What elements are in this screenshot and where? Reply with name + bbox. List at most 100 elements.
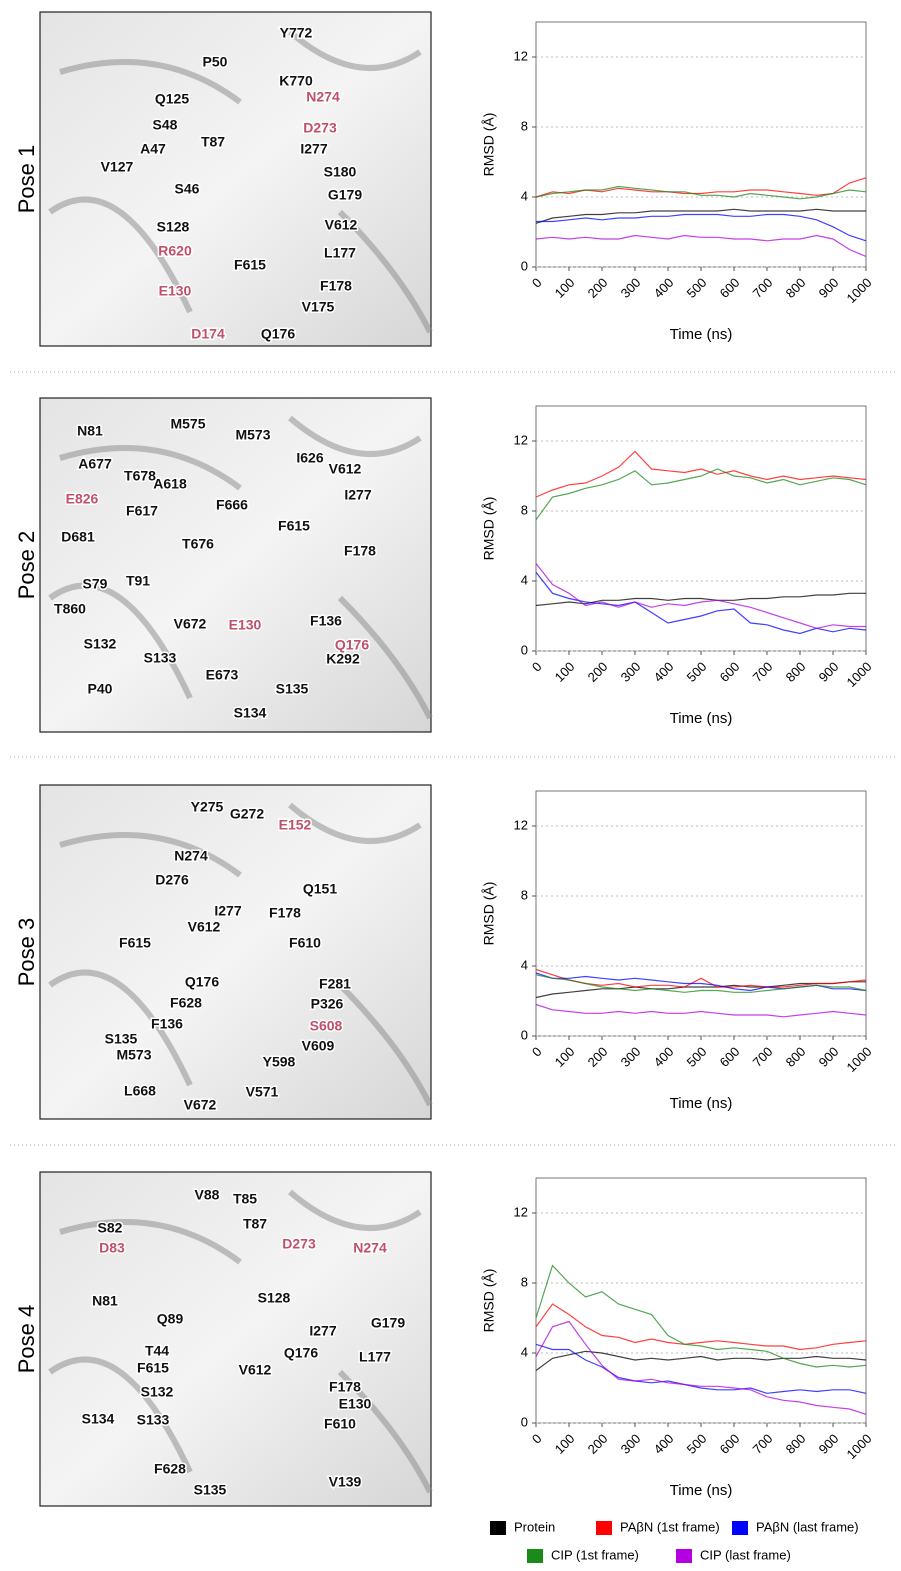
- rmsd-line: [535, 468, 867, 521]
- residue-label: F178: [329, 1379, 361, 1395]
- key-residue-label: N274: [353, 1240, 387, 1256]
- residue-label: F178: [320, 278, 352, 294]
- x-tick-label: 600: [717, 1044, 743, 1070]
- residue-label: F615: [278, 518, 310, 534]
- residue-label: L668: [124, 1083, 156, 1099]
- x-tick-label: 300: [618, 1431, 644, 1457]
- x-tick-label: 800: [783, 275, 809, 301]
- y-tick-label: 0: [521, 258, 528, 273]
- ribbon: [337, 982, 433, 1107]
- residue-label: Q176: [185, 974, 219, 990]
- residue-label: F178: [269, 905, 301, 921]
- x-tick-label: 200: [585, 275, 611, 301]
- residue-label: G272: [230, 806, 264, 822]
- key-residue-label: E152: [279, 817, 312, 833]
- x-tick-label: 700: [750, 275, 776, 301]
- key-residue-label: E130: [229, 617, 262, 633]
- residue-label: V612: [325, 217, 358, 233]
- residue-label: V571: [246, 1084, 279, 1100]
- rmsd-line: [535, 592, 866, 607]
- x-tick-label: 1000: [843, 659, 874, 690]
- residue-label: D276: [155, 872, 189, 888]
- residue-label: F136: [310, 613, 342, 629]
- residue-label: Q176: [284, 1345, 318, 1361]
- residue-label: T676: [182, 536, 214, 552]
- x-tick-label: 0: [529, 659, 545, 675]
- residue-label: Q89: [157, 1311, 184, 1327]
- structure-panel: [39, 397, 432, 733]
- residue-label: F617: [126, 503, 158, 519]
- y-tick-label: 8: [521, 887, 528, 902]
- ribbon: [337, 595, 433, 720]
- residue-label: S135: [194, 1482, 227, 1498]
- residue-label: Y598: [263, 1054, 296, 1070]
- y-tick-label: 12: [514, 48, 528, 63]
- x-axis-title: Time (ns): [670, 1095, 733, 1112]
- legend-label: CIP (last frame): [700, 1547, 791, 1562]
- ribbon: [337, 1369, 433, 1494]
- legend-swatch: [732, 1521, 748, 1535]
- residue-label: M575: [170, 416, 205, 432]
- residue-label: V672: [174, 616, 207, 632]
- x-axis-title: Time (ns): [670, 326, 733, 343]
- residue-label: N274: [174, 848, 208, 864]
- residue-label: K292: [326, 651, 360, 667]
- residue-label: P326: [311, 996, 344, 1012]
- ribbon: [337, 209, 433, 334]
- legend-swatch: [490, 1521, 506, 1535]
- x-tick-label: 400: [651, 275, 677, 301]
- x-tick-label: 400: [651, 1431, 677, 1457]
- residue-label: G179: [371, 1315, 405, 1331]
- rmsd-line: [535, 563, 866, 629]
- rmsd-line: [535, 185, 867, 200]
- residue-label: F281: [319, 976, 351, 992]
- plot-area: [535, 21, 867, 268]
- ribbon: [59, 59, 242, 105]
- x-tick-label: 200: [585, 1431, 611, 1457]
- residue-label: I277: [300, 141, 327, 157]
- y-tick-label: 8: [521, 1274, 528, 1289]
- pose-label: Pose 1: [14, 145, 39, 214]
- residue-label: A677: [78, 456, 112, 472]
- legend-label: CIP (1st frame): [551, 1547, 639, 1562]
- rmsd-line: [535, 208, 866, 224]
- residue-label: S48: [153, 117, 178, 133]
- y-tick-label: 4: [521, 957, 528, 972]
- residue-label: S82: [98, 1220, 123, 1236]
- x-tick-label: 500: [684, 1431, 710, 1457]
- y-tick-label: 0: [521, 1027, 528, 1042]
- residue-label: M573: [235, 427, 270, 443]
- x-tick-label: 100: [552, 1431, 578, 1457]
- ribbon: [59, 1219, 242, 1265]
- residue-label: S135: [276, 681, 309, 697]
- residue-label: S133: [144, 650, 177, 666]
- x-tick-label: 900: [816, 275, 842, 301]
- residue-label: Q151: [303, 881, 337, 897]
- residue-label: V612: [239, 1362, 272, 1378]
- residue-label: N81: [92, 1293, 118, 1309]
- residue-label: A47: [140, 141, 166, 157]
- ribbon: [48, 969, 193, 1087]
- key-residue-label: D273: [303, 120, 337, 136]
- x-tick-label: 700: [750, 659, 776, 685]
- x-tick-label: 700: [750, 1044, 776, 1070]
- residue-label: T44: [145, 1343, 169, 1359]
- residue-label: F615: [234, 257, 266, 273]
- y-tick-label: 8: [521, 118, 528, 133]
- residue-label: Y772: [280, 25, 313, 41]
- residue-label: S134: [82, 1411, 115, 1427]
- residue-label: V175: [302, 299, 335, 315]
- y-tick-label: 0: [521, 1414, 528, 1429]
- legend-label: PAβN (1st frame): [620, 1519, 720, 1534]
- legend-swatch: [527, 1549, 543, 1563]
- y-axis-title: RMSD (Å): [481, 1269, 497, 1333]
- x-tick-label: 100: [552, 659, 578, 685]
- x-tick-label: 0: [529, 275, 545, 291]
- residue-label: K770: [279, 73, 313, 89]
- residue-label: A618: [153, 476, 187, 492]
- residue-label: P40: [88, 681, 113, 697]
- x-tick-label: 400: [651, 659, 677, 685]
- x-tick-label: 500: [684, 275, 710, 301]
- residue-label: T860: [54, 601, 86, 617]
- x-tick-label: 800: [783, 1431, 809, 1457]
